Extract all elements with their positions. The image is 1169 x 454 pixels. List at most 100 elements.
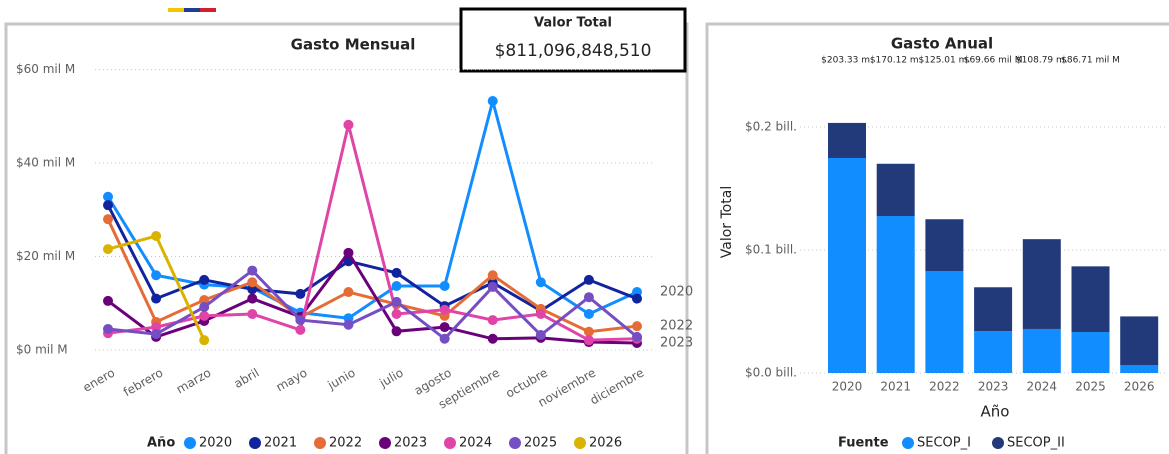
total-label: $125.01 m.: [919, 56, 971, 66]
point: [391, 280, 402, 291]
card: [459, 7, 687, 73]
x-tick-label: 2021: [880, 380, 911, 394]
point: [632, 321, 642, 332]
legend-marker: [902, 437, 914, 449]
chart-title: Gasto Mensual: [291, 36, 416, 54]
point: [391, 309, 402, 320]
point: [583, 274, 594, 285]
x-tick-label: 2020: [832, 380, 863, 394]
bar-segment: [828, 157, 866, 373]
end-label: 2020: [660, 285, 693, 300]
legend-label: 2023: [394, 436, 427, 451]
bar-segment: [974, 287, 1013, 332]
point: [391, 326, 402, 337]
x-tick-label: 2023: [978, 380, 1009, 394]
y-tick-label: $20 mil M: [16, 249, 75, 263]
legend-marker: [184, 437, 196, 449]
point: [247, 277, 258, 288]
x-tick-label: 2025: [1075, 380, 1106, 394]
point: [151, 329, 162, 340]
series-line: [106, 218, 638, 334]
bar-segment: [876, 216, 915, 373]
y-tick-label: $0.1 bill.: [745, 242, 797, 256]
point: [199, 302, 210, 313]
legend-title: Año: [147, 436, 175, 451]
series-line: [107, 124, 638, 342]
logo-yellow: [168, 8, 184, 12]
total-label: $69.66 mil M: [964, 56, 1023, 66]
point: [103, 323, 113, 334]
point: [151, 322, 162, 333]
logo-red: [200, 8, 216, 12]
legend-label: 2020: [199, 436, 232, 451]
point: [487, 315, 498, 326]
legend-marker: [249, 437, 261, 449]
bar-segment: [1120, 316, 1159, 366]
point: [151, 270, 162, 281]
total-label: $170.12 m.: [870, 56, 922, 66]
point: [103, 214, 113, 225]
legend-label: 2026: [589, 436, 622, 451]
point: [295, 324, 306, 335]
legend-marker: [314, 437, 326, 449]
x-tick-label: 2024: [1027, 380, 1058, 394]
bar-segment: [974, 331, 1013, 373]
x-tick-label: 2022: [929, 380, 960, 394]
bar-segment: [925, 271, 964, 373]
point: [439, 322, 450, 333]
point: [583, 292, 594, 303]
point: [439, 333, 450, 344]
point: [247, 293, 258, 304]
point: [535, 330, 546, 341]
y-tick-label: $40 mil M: [16, 156, 75, 170]
legend-label: 2025: [524, 436, 557, 451]
point: [439, 280, 450, 291]
legend-marker: [992, 437, 1004, 449]
bar-segment: [1071, 332, 1110, 373]
y-tick-label: $0.2 bill.: [745, 119, 797, 133]
bar-segment: [1071, 266, 1110, 333]
card-value: $811,096,848,510: [495, 41, 652, 61]
point: [199, 335, 210, 346]
bar-segment: [1120, 365, 1159, 373]
bar-segment: [876, 163, 915, 217]
point: [199, 310, 210, 321]
point: [151, 293, 162, 304]
point: [343, 319, 354, 330]
bar-segment: [925, 219, 964, 272]
legend-title: Fuente: [838, 436, 889, 451]
point: [583, 309, 594, 320]
chart-title: Gasto Anual: [891, 35, 993, 53]
bar-segment: [1022, 328, 1061, 373]
y-tick-label: $0.0 bill.: [745, 366, 797, 380]
point: [487, 95, 498, 106]
point: [487, 281, 498, 292]
point: [391, 267, 402, 278]
point: [487, 270, 498, 281]
legend-label: 2022: [329, 436, 362, 451]
point: [439, 304, 450, 315]
legend-marker: [444, 437, 456, 449]
point: [199, 274, 210, 285]
legend-marker: [379, 437, 391, 449]
point: [295, 315, 306, 326]
point: [103, 244, 113, 255]
point: [247, 284, 258, 295]
series-line: [107, 268, 638, 341]
y-tick-label: $0 mil M: [16, 342, 68, 356]
point: [247, 309, 258, 320]
legend-label: SECOP_I: [917, 436, 971, 451]
x-axis-title: Año: [981, 403, 1010, 421]
point: [487, 333, 498, 344]
legend-label: SECOP_II: [1007, 436, 1065, 451]
point: [535, 309, 546, 320]
total-label: $203.33 m.: [821, 56, 873, 66]
legend-marker: [509, 437, 521, 449]
point: [343, 247, 354, 258]
card-title: Valor Total: [534, 16, 612, 31]
series-line: [106, 204, 638, 313]
point: [199, 294, 210, 305]
point: [632, 331, 642, 342]
point: [295, 288, 306, 299]
x-tick-label: 2026: [1124, 380, 1155, 394]
